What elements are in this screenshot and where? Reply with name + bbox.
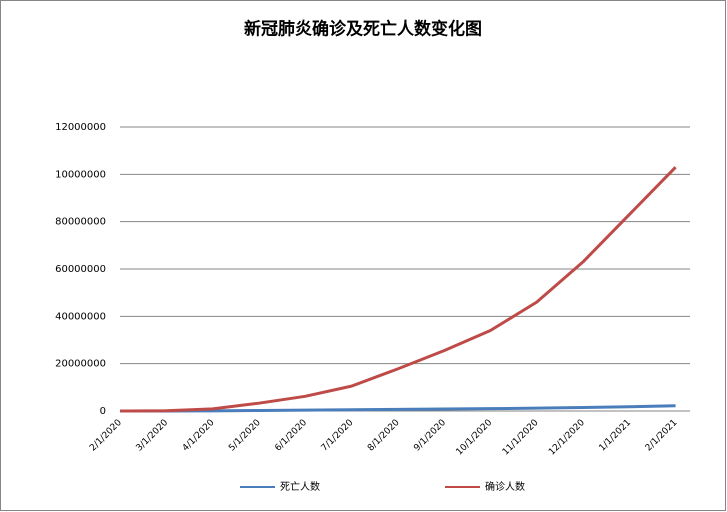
- legend-label: 确诊人数: [485, 480, 525, 493]
- y-tick-label: 40000000: [55, 311, 106, 322]
- y-tick-label: 12000000: [55, 122, 106, 133]
- chart-title: 新冠肺炎确诊及死亡人数变化图: [244, 19, 482, 40]
- series-line: [119, 166, 677, 413]
- y-tick-label: 10000000: [55, 169, 106, 180]
- y-tick-label: 0: [100, 406, 106, 417]
- y-tick-label: 60000000: [55, 264, 106, 275]
- y-tick-label: 80000000: [55, 217, 106, 228]
- y-tick-label: 20000000: [55, 359, 106, 370]
- series-line: [119, 404, 676, 413]
- legend-label: 死亡人数: [280, 480, 320, 493]
